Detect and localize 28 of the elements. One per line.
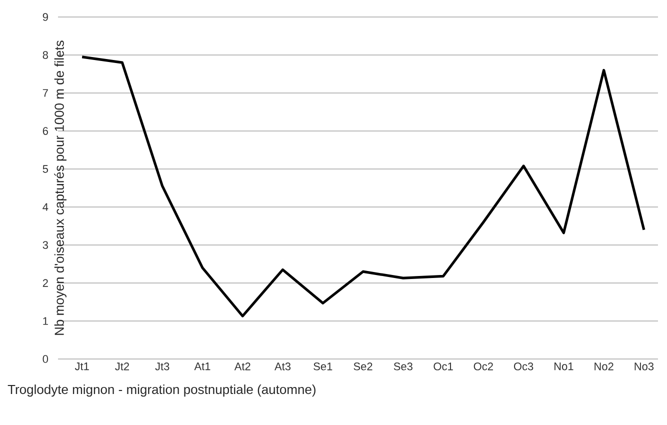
y-tick-label: 0 — [42, 355, 48, 363]
y-tick-label: 5 — [42, 165, 48, 173]
y-tick-label: 8 — [42, 51, 48, 59]
x-tick-label: No1 — [554, 362, 574, 370]
x-tick-label: Oc2 — [474, 362, 493, 370]
y-tick-label: 1 — [43, 317, 48, 325]
y-tick-label: 4 — [42, 203, 48, 211]
x-tick-label: Jt2 — [115, 362, 130, 370]
x-tick-label: Se3 — [394, 362, 412, 370]
x-axis-title: Troglodyte mignon - migration postnuptiale (automne) — [8, 384, 316, 397]
x-tick-label: At2 — [234, 362, 250, 370]
x-tick-label: At1 — [194, 362, 210, 370]
y-axis-title: Nb moyen d'oiseaux capturés pour 1000 m de filets — [54, 40, 66, 335]
x-tick-label: Oc1 — [434, 362, 453, 370]
x-tick-label: No3 — [634, 362, 654, 370]
x-tick-label: Jt1 — [74, 362, 89, 370]
y-tick-label: 3 — [42, 241, 48, 249]
line-series — [80, 56, 646, 318]
y-tick-label: 2 — [42, 279, 48, 287]
x-tick-label: Se2 — [354, 362, 372, 370]
y-tick-label: 7 — [42, 89, 48, 97]
y-tick-label: 9 — [42, 13, 48, 21]
x-tick-label: Oc3 — [514, 362, 534, 370]
x-tick-label: At3 — [274, 362, 291, 370]
x-tick-label: Jt3 — [155, 362, 170, 370]
y-tick-label: 6 — [42, 127, 48, 135]
x-tick-label: Se1 — [314, 362, 332, 370]
x-tick-label: No2 — [594, 362, 614, 370]
